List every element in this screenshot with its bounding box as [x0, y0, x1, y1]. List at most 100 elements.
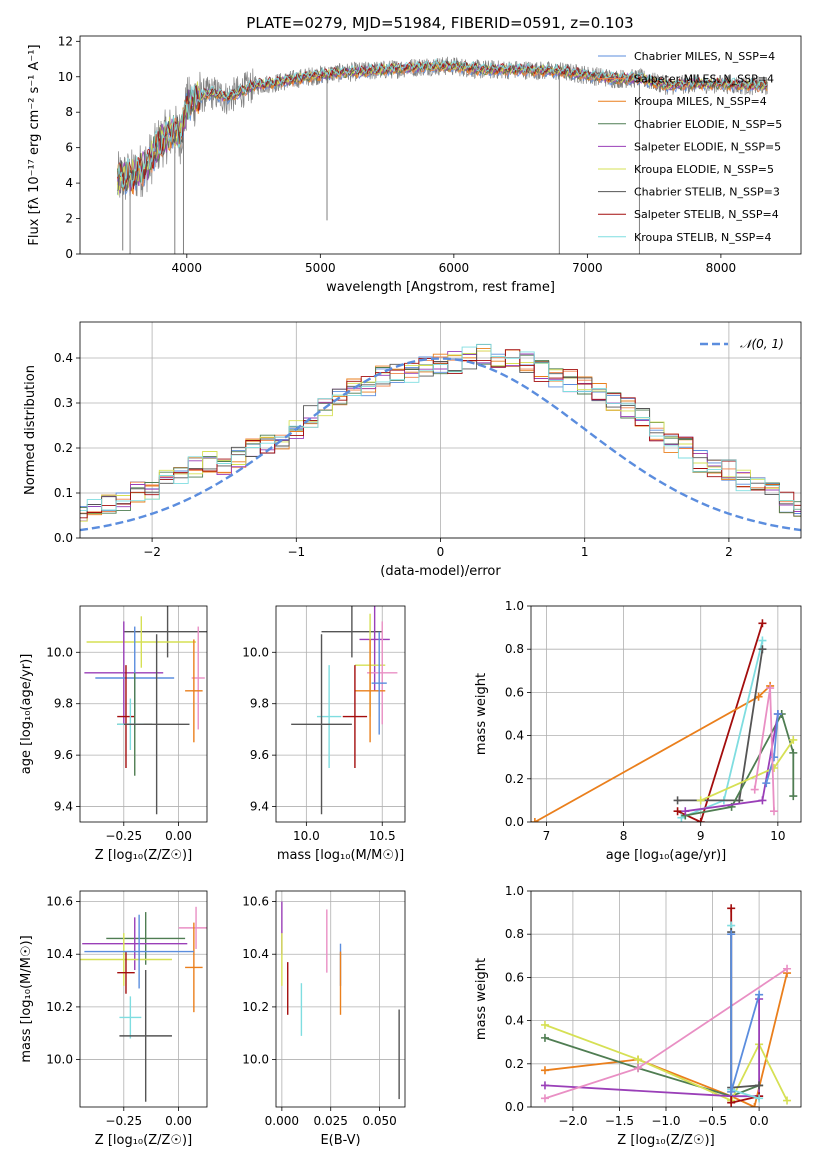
y-tick-label: 0.8 — [505, 642, 524, 656]
y-tick-label: 10.0 — [242, 645, 269, 659]
error-bar — [84, 621, 164, 725]
legend-label: Kroupa MILES, N_SSP=4 — [634, 95, 767, 108]
error-bar — [119, 996, 142, 1039]
y-tick-label: 10.6 — [242, 895, 269, 909]
y-tick-label: 0.0 — [54, 531, 73, 545]
weight-marker — [770, 753, 778, 762]
x-tick-label: 10.0 — [293, 829, 320, 843]
weight-marker — [758, 636, 767, 645]
weight-marker — [783, 964, 792, 973]
x-tick-label: 4000 — [172, 261, 203, 275]
y-tick-label: 9.6 — [250, 748, 269, 762]
error-bar — [178, 906, 207, 949]
y-tick-label: 9.8 — [54, 697, 73, 711]
legend-label: Salpeter ELODIE, N_SSP=5 — [634, 140, 781, 153]
y-tick-label: 10.2 — [46, 1000, 73, 1014]
x-tick-label: 2 — [725, 545, 733, 559]
error-bar — [119, 970, 172, 1102]
error-bar — [86, 616, 197, 668]
x-tick-label: −1.0 — [651, 1114, 680, 1128]
y-tick-label: 1.0 — [505, 884, 524, 898]
y-tick-label: 0.0 — [505, 1100, 524, 1114]
x-axis-label: mass [log₁₀(M/M☉)] — [277, 848, 404, 863]
error-bar — [117, 665, 135, 768]
residual-histogram-line — [80, 350, 801, 514]
x-axis-label: (data-model)/error — [380, 564, 501, 579]
weight-marker — [673, 796, 682, 805]
legend-label: Chabrier ELODIE, N_SSP=5 — [634, 118, 782, 131]
y-tick-label: 0.6 — [505, 685, 524, 699]
weight-marker — [750, 785, 759, 794]
error-bar — [123, 606, 207, 658]
x-tick-label: 8 — [620, 829, 628, 843]
y-axis-label: Normed distribution — [23, 365, 38, 495]
x-tick-label: −1.5 — [605, 1114, 634, 1128]
x-tick-label: 9 — [697, 829, 705, 843]
x-tick-label: −0.25 — [105, 1114, 142, 1128]
plot-area — [540, 904, 792, 1107]
x-axis-label: Z [log₁₀(Z/Z☉)] — [95, 848, 192, 863]
weight-line — [677, 649, 764, 802]
y-tick-label: 0.1 — [54, 486, 73, 500]
weight-marker — [540, 1081, 549, 1090]
x-tick-label: −0.25 — [105, 829, 142, 843]
weight-vs-age-panel: 7 8 9 10 0.0 0.2 0.4 0.6 0.8 1.0 age [log₁₀(age/yr… — [474, 599, 802, 863]
legend-label: Chabrier MILES, N_SSP=4 — [634, 50, 775, 63]
y-tick-label: 10 — [58, 70, 73, 84]
residuals-panel: −2 −1 0 1 2 0.0 0.1 0.2 0.3 0.4 (data-model)/error… — [23, 321, 802, 579]
axes-frame — [79, 605, 208, 823]
y-tick-label: 10.2 — [242, 1000, 269, 1014]
x-tick-label: 10 — [770, 829, 785, 843]
axes-frame — [79, 35, 802, 255]
model-spectrum-line — [116, 58, 768, 189]
x-tick-label: 7000 — [572, 261, 603, 275]
y-tick-label: 0.4 — [505, 729, 524, 743]
weight-marker — [755, 990, 764, 999]
x-tick-label: 0.050 — [362, 1114, 396, 1128]
weight-marker — [727, 904, 736, 913]
residual-histogram-line — [80, 351, 801, 522]
error-bar — [291, 634, 352, 815]
x-tick-label: 0.00 — [165, 829, 192, 843]
weight-marker — [727, 1098, 736, 1107]
y-tick-label: 0.3 — [54, 396, 73, 410]
y-tick-label: 1.0 — [505, 599, 524, 613]
residual-histogram-line — [80, 353, 801, 515]
axes-frame — [79, 890, 208, 1108]
plot-area — [80, 906, 207, 1102]
error-bar — [185, 639, 203, 743]
plot-area — [531, 619, 798, 822]
error-bar — [316, 665, 342, 768]
y-tick-label: 8 — [65, 105, 73, 119]
y-tick-label: 0.4 — [505, 1014, 524, 1028]
x-axis-label: age [log₁₀(age/yr)] — [606, 848, 727, 863]
weight-marker — [531, 818, 539, 822]
legend-label: Kroupa STELIB, N_SSP=4 — [634, 231, 772, 244]
residual-histogram-line — [80, 343, 801, 512]
error-bar — [354, 639, 386, 743]
x-tick-label: −0.5 — [698, 1114, 727, 1128]
weight-marker — [773, 710, 782, 718]
x-tick-label: 0.025 — [314, 1114, 348, 1128]
weight-line — [730, 934, 760, 1093]
axes-frame — [275, 605, 406, 823]
weight-marker — [755, 1081, 764, 1090]
legend-label: 𝒩(0, 1) — [740, 337, 784, 351]
plot-area — [291, 606, 398, 815]
y-axis-label: mass weight — [474, 958, 489, 1040]
residual-histogram-line — [80, 347, 801, 516]
weight-marker — [789, 748, 798, 757]
error-bar — [106, 912, 186, 965]
x-tick-label: 7 — [543, 829, 551, 843]
error-bar — [185, 922, 203, 1013]
y-tick-label: 10.4 — [46, 947, 73, 961]
x-tick-label: −2.0 — [558, 1114, 587, 1128]
weight-marker — [634, 1064, 643, 1073]
y-tick-label: 2 — [65, 212, 73, 226]
y-tick-label: 0 — [65, 247, 73, 261]
weight-marker — [727, 930, 736, 939]
y-tick-label: 0.8 — [505, 927, 524, 941]
weight-marker — [681, 807, 690, 816]
weight-marker — [696, 796, 705, 805]
